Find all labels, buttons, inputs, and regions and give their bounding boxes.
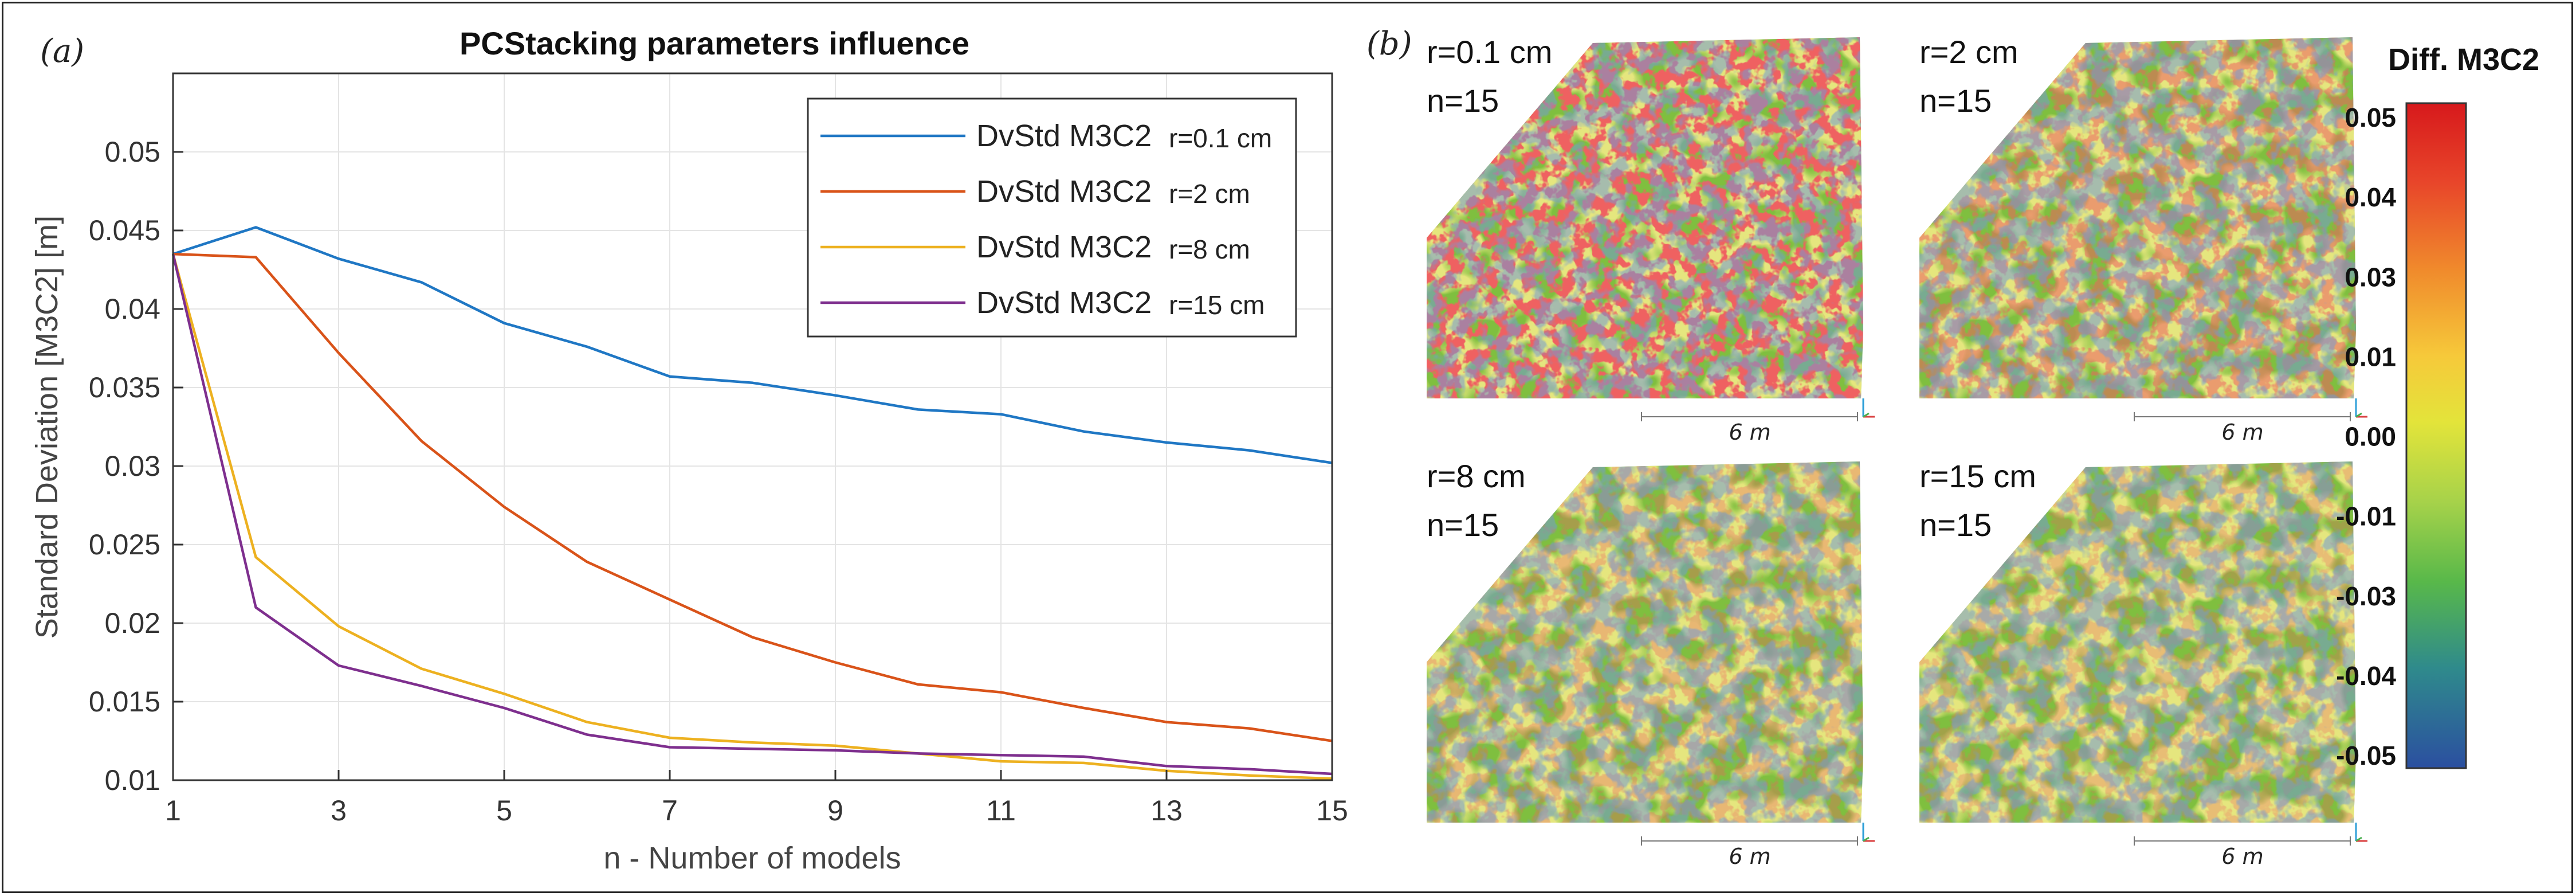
y-tick-label: 0.01 bbox=[105, 764, 160, 796]
colorbar-tick-label: 0.05 bbox=[2345, 103, 2396, 132]
map-panel-3: r=15 cm n=15 6 m bbox=[1919, 458, 2367, 869]
y-tick-label: 0.015 bbox=[89, 686, 160, 718]
y-tick-label: 0.03 bbox=[105, 450, 160, 482]
legend-suffix-1: r=2 cm bbox=[1169, 179, 1250, 209]
series-line-3 bbox=[171, 253, 1333, 776]
legend-suffix-3: r=15 cm bbox=[1169, 290, 1265, 320]
x-axis-label: n - Number of models bbox=[603, 841, 901, 875]
colorbar-gradient bbox=[2405, 102, 2467, 769]
axis-gizmo-y-icon bbox=[2355, 836, 2362, 842]
map-n-label-0: n=15 bbox=[1427, 83, 1499, 119]
y-tick-label: 0.045 bbox=[89, 214, 160, 247]
x-tick-label: 3 bbox=[331, 795, 347, 827]
y-tick-label: 0.035 bbox=[89, 371, 160, 404]
scale-label-3: 6 m bbox=[2221, 844, 2263, 869]
legend-label-3: DvStd M3C2 bbox=[976, 285, 1152, 320]
colorbar-tick-label: -0.01 bbox=[2336, 502, 2396, 531]
map-panel-1: r=2 cm n=15 6 m bbox=[1919, 34, 2367, 445]
series-line-2 bbox=[171, 253, 1333, 780]
colorbar-tick-label: 0.03 bbox=[2345, 262, 2396, 292]
colorbar-ticks: 0.05 0.04 0.03 0.01 0.00 -0.01 -0.03 -0.04 -0.05 bbox=[2336, 103, 2396, 770]
scale-label-1: 6 m bbox=[2221, 420, 2263, 445]
series-line-0 bbox=[172, 226, 1333, 464]
legend-label-0: DvStd M3C2 bbox=[976, 119, 1152, 153]
map-n-label-1: n=15 bbox=[1919, 83, 1992, 119]
map-r-label-1: r=2 cm bbox=[1919, 34, 2019, 70]
legend-suffix-2: r=8 cm bbox=[1169, 234, 1250, 264]
colorbar-tick-label: 0.04 bbox=[2345, 182, 2396, 212]
series-line-1 bbox=[172, 252, 1333, 742]
map-r-label-0: r=0.1 cm bbox=[1427, 34, 1552, 70]
y-ticks: 0.01 0.015 0.02 0.025 0.03 0.035 0.04 0.045 0.05 bbox=[89, 136, 183, 796]
panel-a-label: (a) bbox=[40, 33, 84, 70]
map-panel-2: r=8 cm n=15 6 m bbox=[1427, 458, 1875, 869]
map-panel-0: r=0.1 cm n=15 6 m bbox=[1427, 34, 1875, 445]
legend: DvStd M3C2 r=0.1 cm DvStd M3C2 r=2 cm DvStd … bbox=[807, 97, 1297, 338]
colorbar-tick-label: -0.03 bbox=[2336, 581, 2396, 611]
colorbar: Diff. M3C2 0.05 0.04 0.03 0.01 0.00 -0.01 -0.0… bbox=[2336, 42, 2539, 770]
x-tick-label: 15 bbox=[1316, 795, 1348, 827]
colorbar-tick-label: -0.05 bbox=[2336, 741, 2396, 770]
y-axis-label: Standard Deviation [M3C2] [m] bbox=[30, 216, 64, 639]
colorbar-tick-label: 0.00 bbox=[2345, 422, 2396, 452]
axis-gizmo-y-icon bbox=[2355, 412, 2362, 418]
legend-label-2: DvStd M3C2 bbox=[976, 230, 1152, 264]
x-tick-label: 5 bbox=[496, 795, 512, 827]
x-tick-label: 13 bbox=[1150, 795, 1183, 827]
legend-label-1: DvStd M3C2 bbox=[976, 174, 1152, 209]
series-lines bbox=[171, 226, 1333, 780]
x-tick-label: 1 bbox=[165, 795, 181, 827]
colorbar-tick-label: 0.01 bbox=[2345, 342, 2396, 371]
y-tick-label: 0.02 bbox=[105, 607, 160, 639]
x-ticks: 1 3 5 7 9 11 13 15 bbox=[165, 770, 1348, 827]
axis-gizmo-y-icon bbox=[1863, 412, 1870, 418]
chart-title: PCStacking parameters influence bbox=[460, 25, 969, 61]
map-r-label-2: r=8 cm bbox=[1427, 458, 1526, 494]
legend-suffix-0: r=0.1 cm bbox=[1169, 123, 1272, 153]
colorbar-title: Diff. M3C2 bbox=[2388, 42, 2539, 77]
y-tick-label: 0.025 bbox=[89, 529, 160, 561]
legend-box bbox=[807, 97, 1297, 338]
colorbar-tick-label: -0.04 bbox=[2336, 661, 2396, 691]
y-tick-label: 0.04 bbox=[105, 293, 160, 325]
y-tick-label: 0.05 bbox=[105, 136, 160, 168]
x-tick-label: 9 bbox=[827, 795, 843, 827]
scale-label-2: 6 m bbox=[1729, 844, 1770, 869]
axis-gizmo-y-icon bbox=[1863, 836, 1870, 842]
x-tick-label: 7 bbox=[662, 795, 678, 827]
x-tick-label: 11 bbox=[986, 795, 1016, 827]
maps-grid: r=0.1 cm n=15 6 m r=2 cm n=15 6 m r=8 cm n=15 6 … bbox=[1427, 34, 2367, 869]
panel-b-label: (b) bbox=[1366, 25, 1412, 62]
plot-border bbox=[172, 72, 1333, 781]
map-n-label-3: n=15 bbox=[1919, 507, 1992, 543]
map-r-label-3: r=15 cm bbox=[1919, 458, 2036, 494]
scale-label-0: 6 m bbox=[1729, 420, 1770, 445]
map-n-label-2: n=15 bbox=[1427, 507, 1499, 543]
